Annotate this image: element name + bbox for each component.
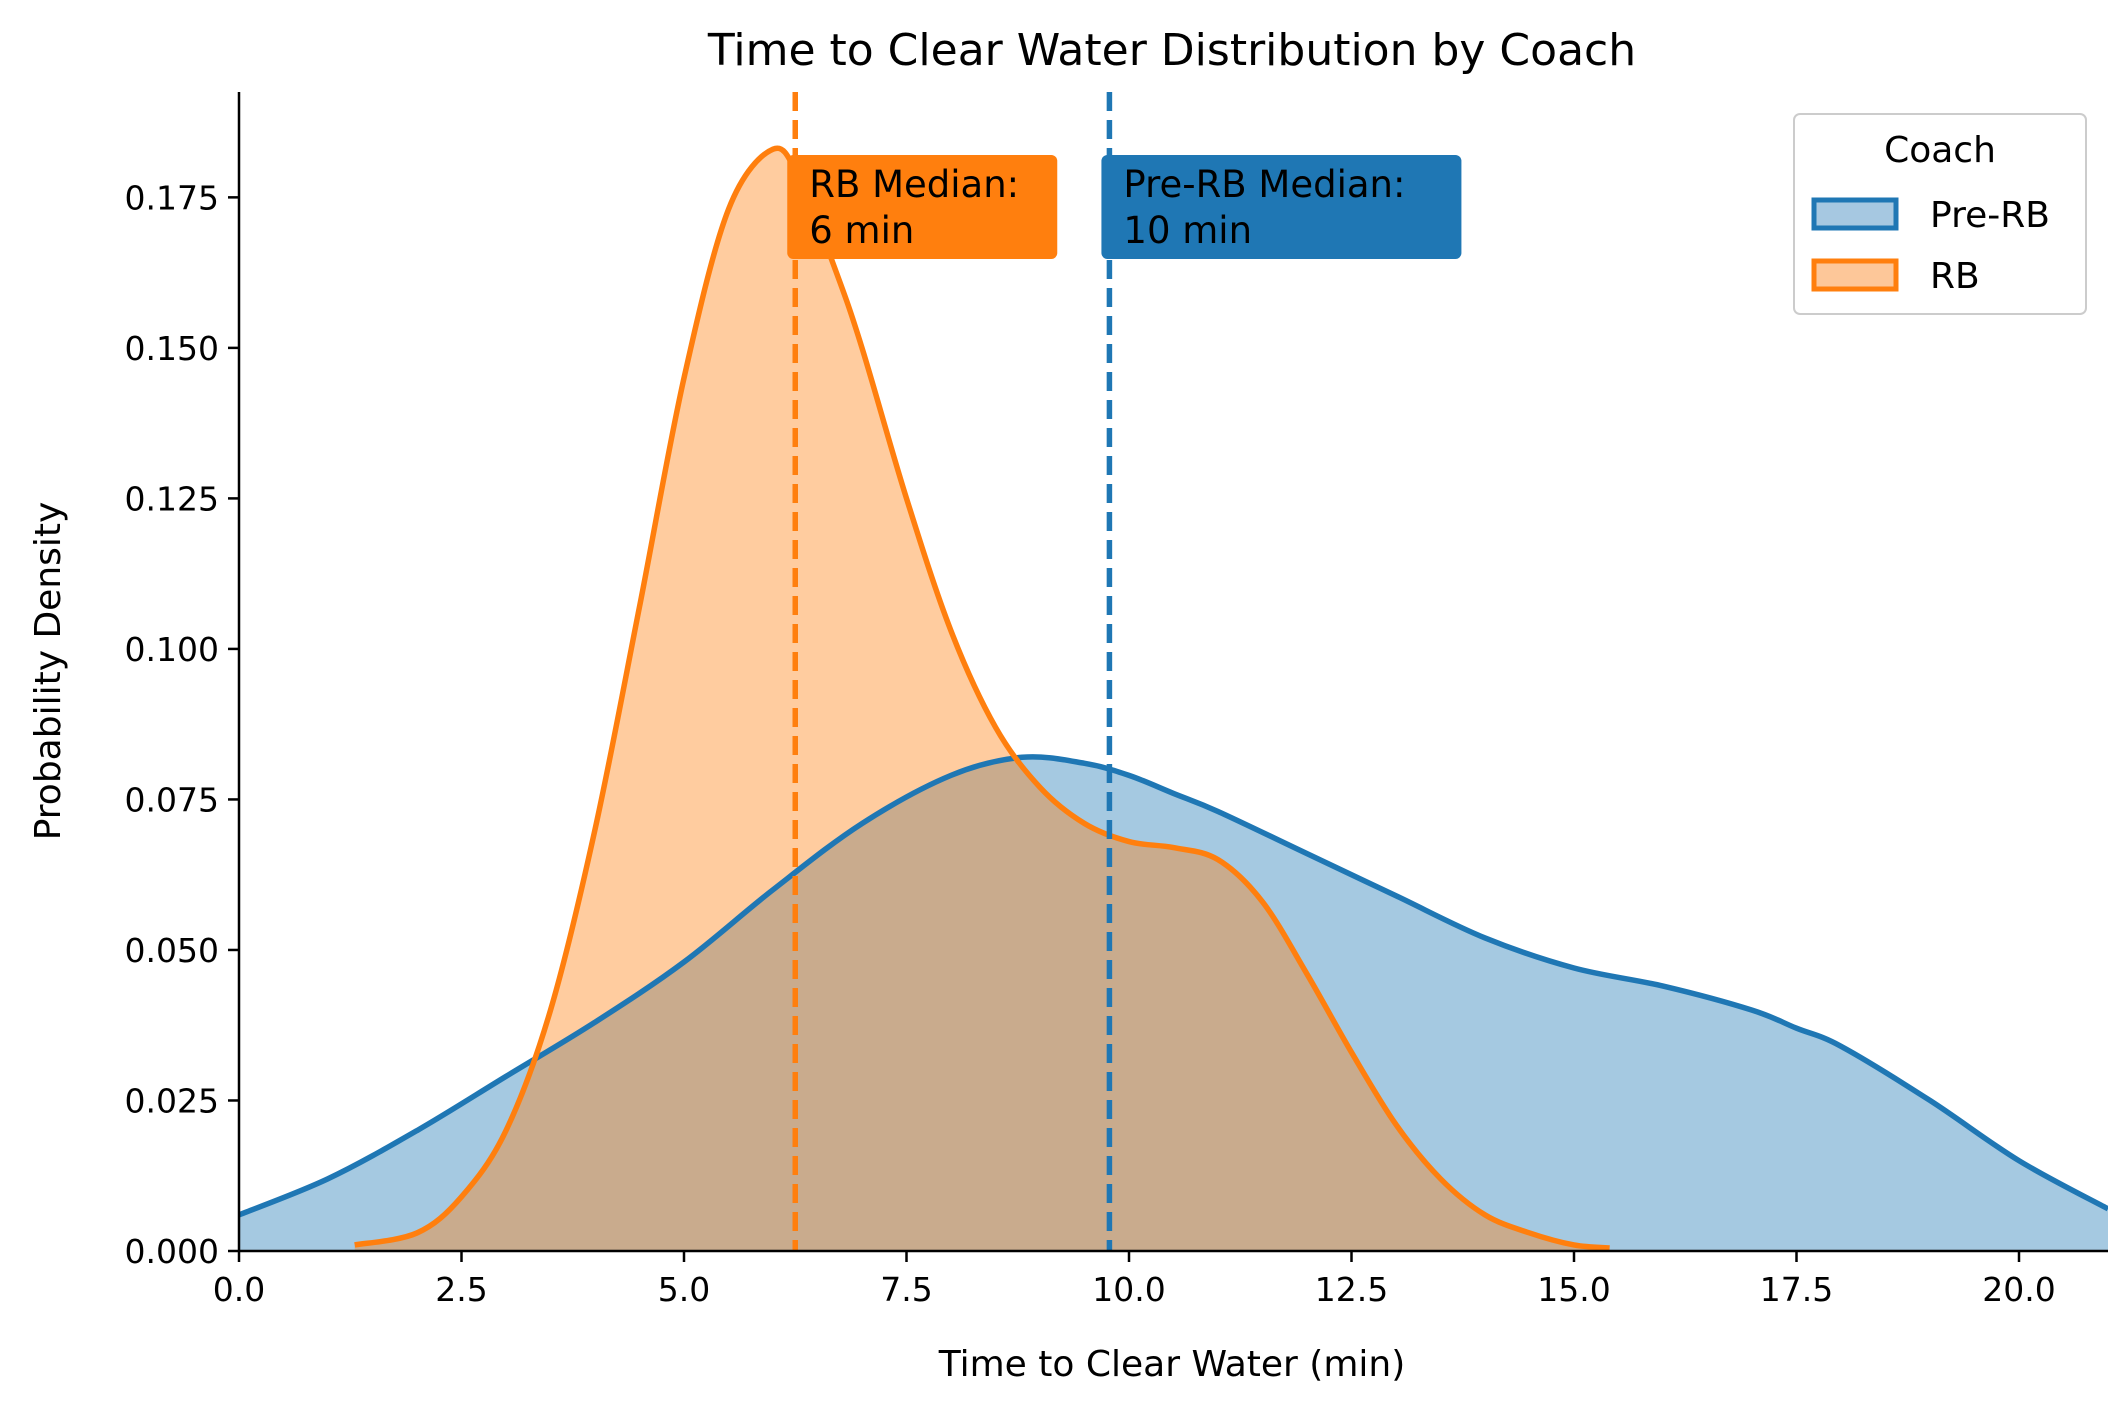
- rb-density-line: [354, 145, 1610, 1251]
- chart-title: Time to Clear Water Distribution by Coac…: [707, 25, 1636, 76]
- x-axis-label: Time to Clear Water (min): [938, 1344, 1406, 1385]
- density-lines: [239, 145, 2108, 1251]
- y-tick-label: 0.150: [125, 329, 219, 368]
- x-tick-label: 7.5: [880, 1270, 932, 1309]
- y-tick-label: 0.175: [125, 178, 219, 217]
- rb-median-label: RB Median: 6 min: [809, 163, 1019, 252]
- axes: 0.0 2.5 5.0 7.5 10.0 12.5 15.0 17.5 20.0 0.0000.…: [125, 92, 2108, 1309]
- x-tick-label: 0.0: [213, 1270, 265, 1309]
- pre-rb-median-label: Pre-RB Median: 10 min: [1123, 163, 1405, 252]
- x-tick-label: 15.0: [1537, 1270, 1610, 1309]
- median-markers: Pre-RB Median: 10 min RB Median: 6 min: [787, 92, 1462, 1251]
- x-tick-label: 2.5: [435, 1270, 487, 1309]
- pre-rb-density-area: [239, 756, 2108, 1251]
- pre-rb-density-line: [239, 754, 2108, 1218]
- pre-rb-legend-label: Pre-RB: [1930, 195, 2050, 236]
- y-tick-label: 0.050: [125, 931, 219, 970]
- x-tick-label: 12.5: [1315, 1270, 1388, 1309]
- y-axis-label: Probability Density: [28, 502, 69, 841]
- pre-rb-median-label-box: [1101, 155, 1462, 259]
- rb-median-label-box: [787, 155, 1058, 259]
- y-tick-label: 0.075: [125, 780, 219, 819]
- x-tick-label: 20.0: [1982, 1270, 2055, 1309]
- y-tick-label: 0.100: [125, 630, 219, 669]
- y-tick-label: 0.025: [125, 1081, 219, 1120]
- y-tick-label: 0.000: [125, 1232, 219, 1271]
- legend-title: Coach: [1884, 130, 1996, 171]
- x-tick-label: 10.0: [1092, 1270, 1165, 1309]
- rb-legend-swatch: [1811, 258, 1899, 292]
- rb-legend-label: RB: [1930, 256, 1980, 297]
- pre-rb-legend-swatch: [1811, 197, 1899, 231]
- x-tick-label: 5.0: [658, 1270, 710, 1309]
- y-ticks: 0.000 0.025 0.050 0.075 0.100 0.125 0.150 0.175: [125, 178, 239, 1271]
- y-tick-label: 0.125: [125, 479, 219, 518]
- x-tick-label: 17.5: [1760, 1270, 1833, 1309]
- x-ticks: 0.0 2.5 5.0 7.5 10.0 12.5 15.0 17.5 20.0: [213, 1251, 2056, 1309]
- legend: Coach Pre-RB RB: [1793, 113, 2087, 315]
